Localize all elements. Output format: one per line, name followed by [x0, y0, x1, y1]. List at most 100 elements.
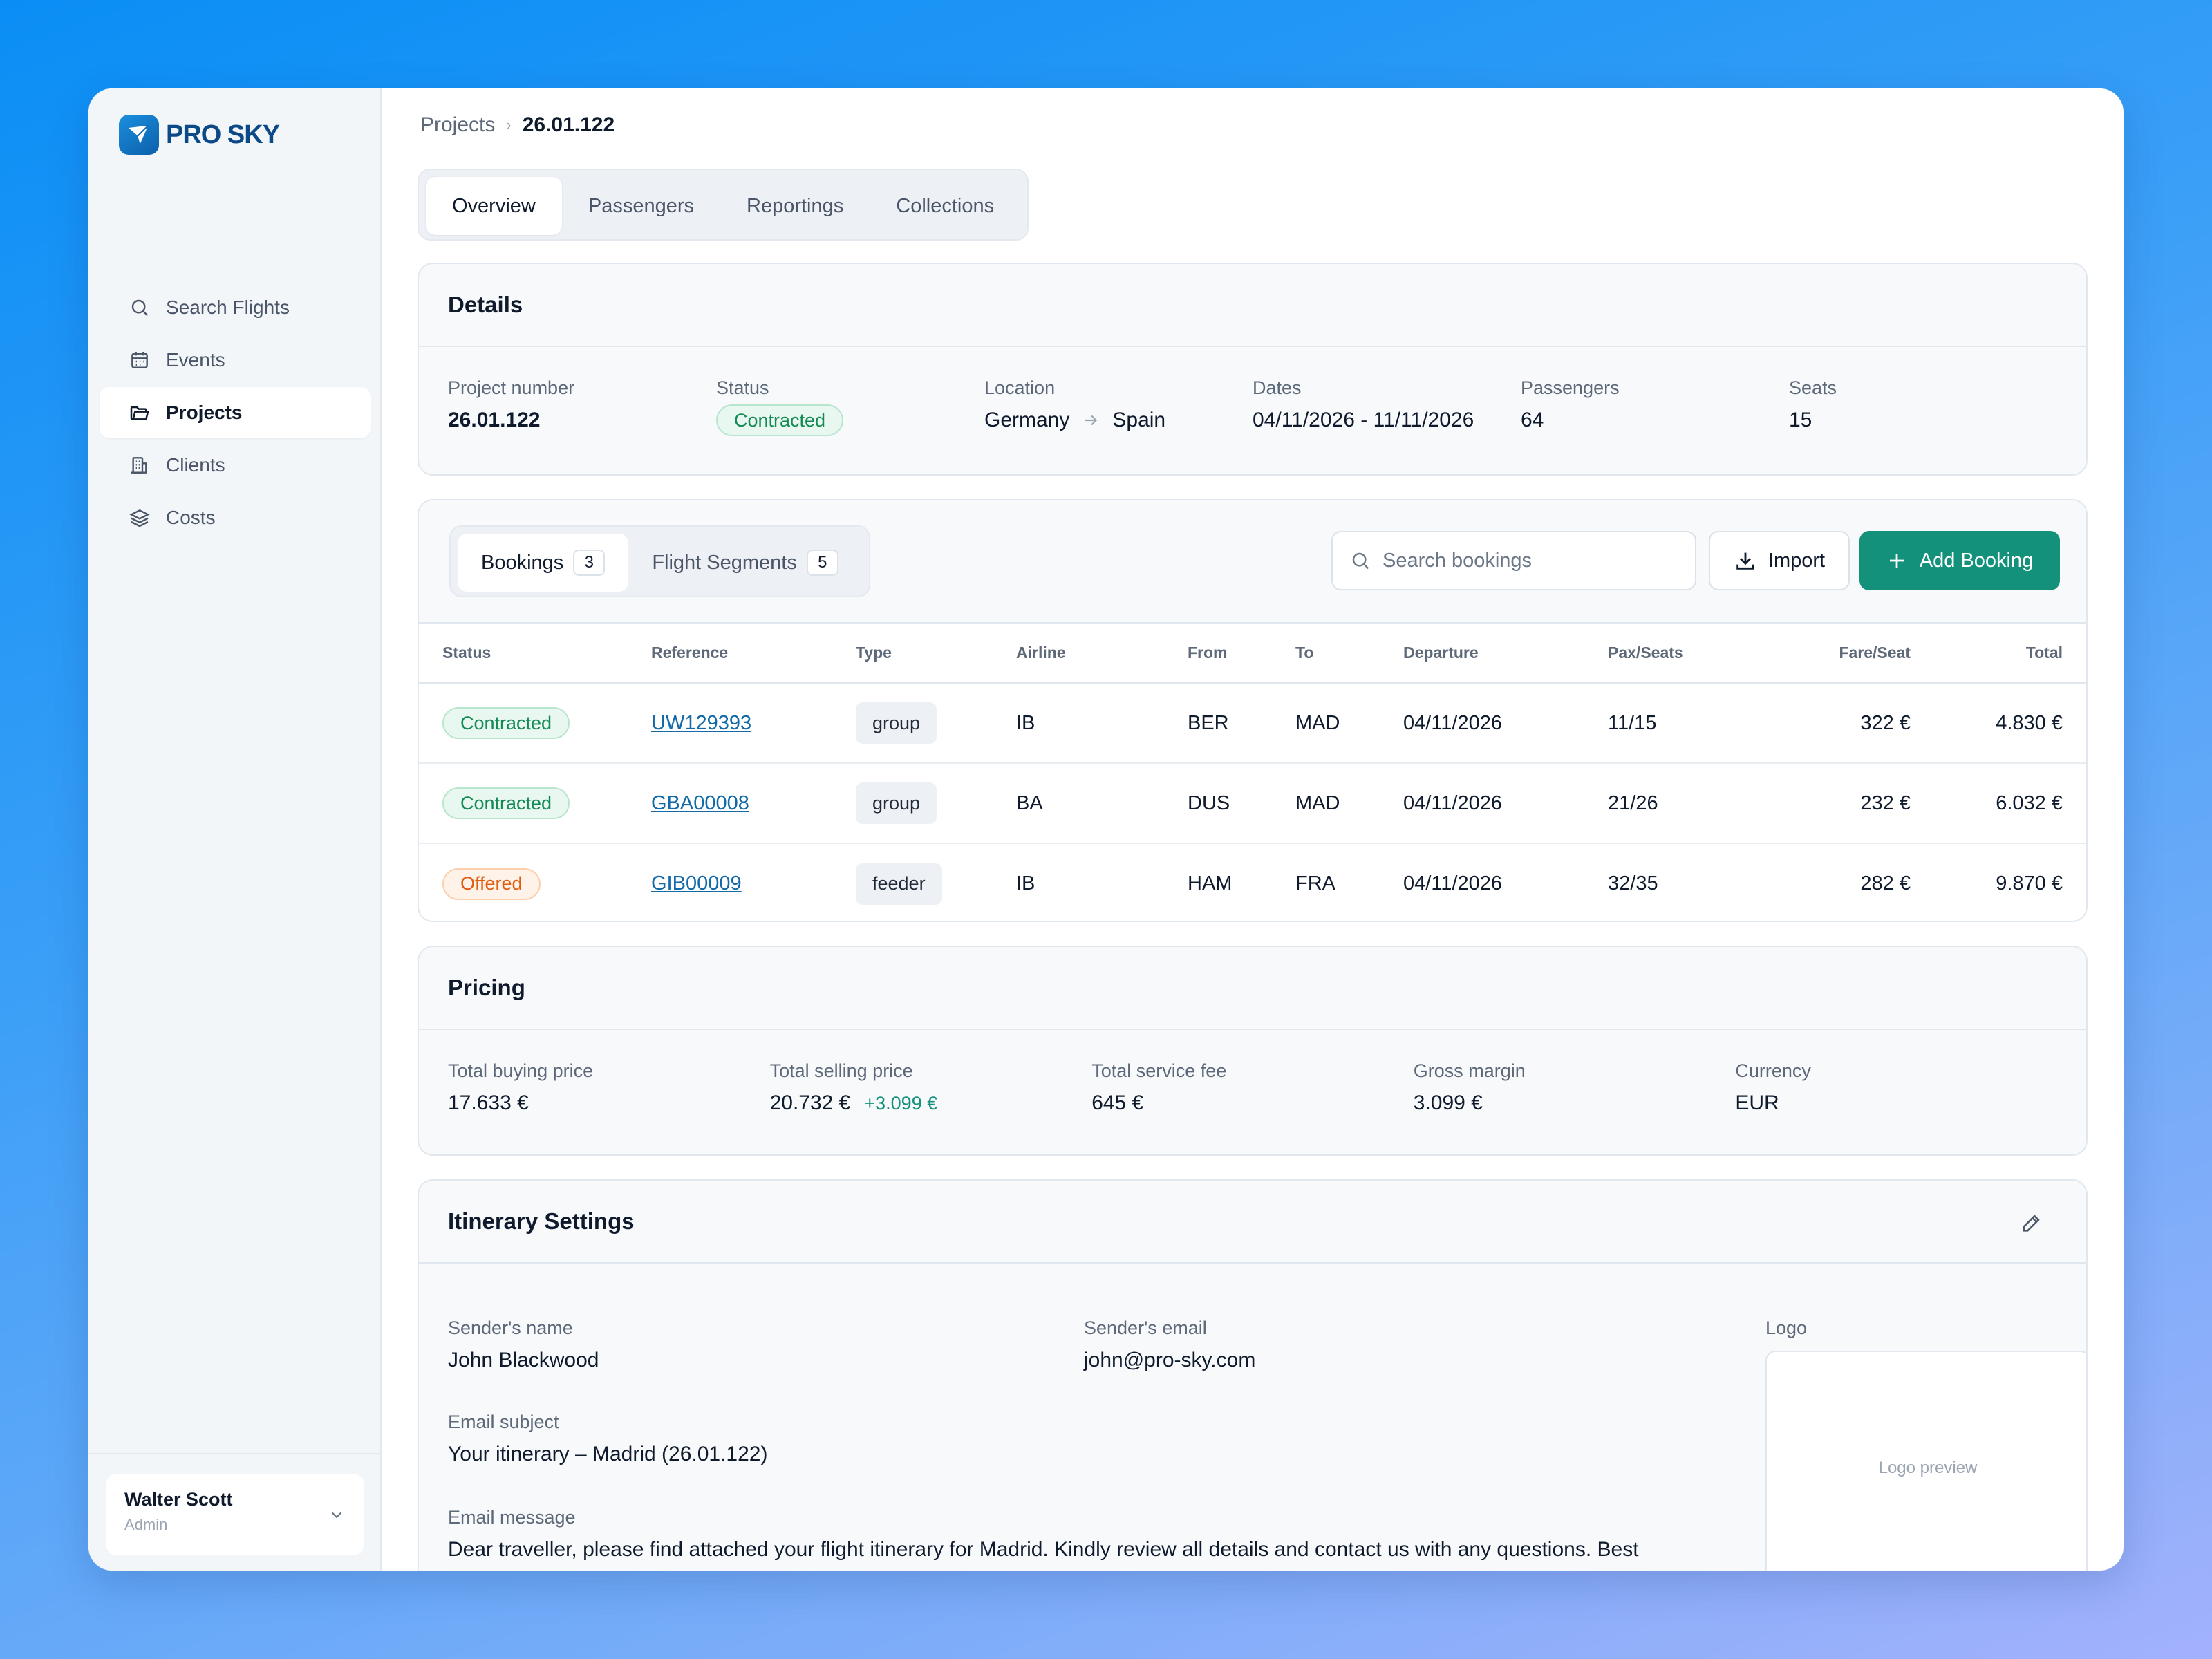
- tab-flight-segments[interactable]: Flight Segments 5: [628, 534, 862, 592]
- type-chip: feeder: [856, 863, 942, 905]
- sidebar-item-label: Search Flights: [166, 297, 290, 318]
- to-cell: MAD: [1295, 763, 1403, 844]
- field-label: Total buying price: [448, 1060, 594, 1081]
- sidebar-item-search-flights[interactable]: Search Flights: [100, 282, 371, 333]
- field-label: Sender's name: [448, 1318, 573, 1338]
- sender-email-value: john@pro-sky.com: [1084, 1349, 1256, 1371]
- breadcrumb-projects[interactable]: Projects: [420, 113, 496, 136]
- status-value: Contracted: [716, 404, 984, 436]
- field-label: Gross margin: [1413, 1060, 1526, 1081]
- itinerary-title: Itinerary Settings: [419, 1181, 2086, 1264]
- edit-pencil-icon[interactable]: [2020, 1211, 2043, 1235]
- field-dates: Dates 04/11/2026 - 11/11/2026: [1253, 377, 1521, 436]
- pricing-card: Pricing Total buying price 17.633 € Tota…: [418, 946, 2088, 1156]
- column-header[interactable]: Departure: [1403, 624, 1608, 684]
- dates-value: 04/11/2026 - 11/11/2026: [1253, 409, 1474, 431]
- sidebar-item-projects[interactable]: Projects: [100, 387, 371, 438]
- folder-icon: [130, 406, 149, 420]
- field-label: Status: [716, 377, 769, 398]
- tab-label: Bookings: [481, 551, 564, 574]
- sidebar-item-label: Events: [166, 349, 225, 371]
- sidebar-item-costs[interactable]: Costs: [100, 492, 371, 543]
- user-area: Walter Scott Admin: [88, 1453, 380, 1571]
- currency-value: EUR: [1735, 1091, 1779, 1114]
- field-sender-email: Sender's email john@pro-sky.com: [1084, 1318, 1255, 1372]
- column-header[interactable]: Type: [856, 624, 1016, 684]
- field-passengers: Passengers 64: [1521, 377, 1789, 436]
- reference-link[interactable]: GBA00008: [651, 791, 749, 814]
- logo-preview[interactable]: Logo preview: [1765, 1351, 2086, 1571]
- total-cell: 9.870 €: [1996, 872, 2063, 894]
- reference-link[interactable]: UW129393: [651, 711, 752, 734]
- column-header[interactable]: Total: [1911, 624, 2086, 684]
- field-project-number: Project number 26.01.122: [448, 377, 716, 436]
- column-header[interactable]: Reference: [651, 624, 856, 684]
- chevron-down-icon[interactable]: [326, 1504, 347, 1525]
- app-window: PRO SKY Search Flights Events Projects C…: [88, 88, 2124, 1571]
- tab-collections[interactable]: Collections: [896, 194, 995, 217]
- location-value: Germany Spain: [984, 409, 1253, 432]
- sidebar: PRO SKY Search Flights Events Projects C…: [88, 88, 382, 1571]
- search-input[interactable]: [1382, 549, 1673, 572]
- type-chip: group: [856, 702, 937, 744]
- count-badge: 5: [806, 550, 838, 576]
- brand-logo[interactable]: PRO SKY: [119, 115, 280, 155]
- gross-margin-value: 3.099 €: [1413, 1091, 1483, 1114]
- fare-seat-cell: 232 €: [1792, 763, 1911, 844]
- user-name: Walter Scott: [124, 1489, 233, 1510]
- tab-label: Flight Segments: [652, 551, 797, 574]
- status-cell: Contracted: [419, 763, 651, 844]
- bookings-card: Bookings 3 Flight Segments 5 Import: [418, 499, 2088, 922]
- field-location: Location Germany Spain: [984, 377, 1253, 436]
- tab-passengers[interactable]: Passengers: [588, 194, 695, 217]
- table-row[interactable]: Offered GIB00009 feeder IB HAM FRA 04/11…: [419, 843, 2086, 921]
- sidebar-nav: Search Flights Events Projects Clients C…: [100, 282, 371, 545]
- seats-value: 15: [1789, 409, 1812, 431]
- download-icon: [1736, 552, 1754, 570]
- pax-seats-cell: 21/26: [1608, 763, 1792, 844]
- to-cell: FRA: [1295, 872, 1335, 894]
- sidebar-item-clients[interactable]: Clients: [100, 440, 371, 491]
- add-booking-label: Add Booking: [1919, 549, 2034, 572]
- email-message-value: Dear traveller, please find attached you…: [448, 1538, 1639, 1561]
- column-header[interactable]: To: [1295, 624, 1403, 684]
- column-header[interactable]: From: [1188, 624, 1295, 684]
- sidebar-item-label: Clients: [166, 454, 225, 476]
- reference-cell: GIB00009: [651, 843, 856, 921]
- add-booking-button[interactable]: Add Booking: [1859, 531, 2060, 590]
- sidebar-item-label: Projects: [166, 402, 243, 423]
- sidebar-item-label: Costs: [166, 507, 216, 528]
- passengers-value: 64: [1521, 409, 1544, 431]
- project-tabs: Overview Passengers Reportings Collectio…: [418, 169, 1029, 241]
- column-header[interactable]: Pax/Seats: [1608, 624, 1792, 684]
- calendar-icon: [131, 352, 148, 368]
- details-fields: Project number 26.01.122 Status Contract…: [448, 377, 2057, 436]
- user-menu[interactable]: Walter Scott Admin: [106, 1474, 364, 1555]
- field-label: Dates: [1253, 377, 1302, 398]
- tab-overview[interactable]: Overview: [426, 177, 562, 235]
- import-button[interactable]: Import: [1709, 531, 1850, 590]
- column-header[interactable]: Status: [419, 624, 651, 684]
- column-header[interactable]: Fare/Seat: [1792, 624, 1911, 684]
- import-label: Import: [1768, 549, 1826, 572]
- main-content: Projects › 26.01.122 Overview Passengers…: [382, 88, 2124, 1571]
- table-row[interactable]: Contracted UW129393 group IB BER MAD 04/…: [419, 683, 2086, 764]
- column-header[interactable]: Airline: [1016, 624, 1188, 684]
- departure-cell: 04/11/2026: [1403, 683, 1608, 764]
- breadcrumb-separator-icon: ›: [506, 116, 512, 133]
- field-logo-label: Logo: [1765, 1318, 1807, 1339]
- from-cell: DUS: [1188, 763, 1295, 844]
- table-row[interactable]: Contracted GBA00008 group BA DUS MAD 04/…: [419, 763, 2086, 844]
- sidebar-item-events[interactable]: Events: [100, 335, 371, 386]
- field-email-subject: Email subject Your itinerary – Madrid (2…: [448, 1412, 767, 1466]
- field-label: Logo: [1765, 1318, 1808, 1338]
- status-cell: Contracted: [419, 683, 651, 764]
- tab-bookings[interactable]: Bookings 3: [458, 534, 629, 592]
- arrow-right-icon: [1085, 415, 1098, 426]
- reference-link[interactable]: GIB00009: [651, 872, 742, 894]
- table-header: Status Reference Type Airline From To De…: [419, 624, 2086, 684]
- tab-reportings[interactable]: Reportings: [747, 194, 844, 217]
- from-cell: BER: [1188, 683, 1295, 764]
- layers-icon: [129, 509, 150, 527]
- bookings-tabs: Bookings 3 Flight Segments 5: [449, 525, 870, 597]
